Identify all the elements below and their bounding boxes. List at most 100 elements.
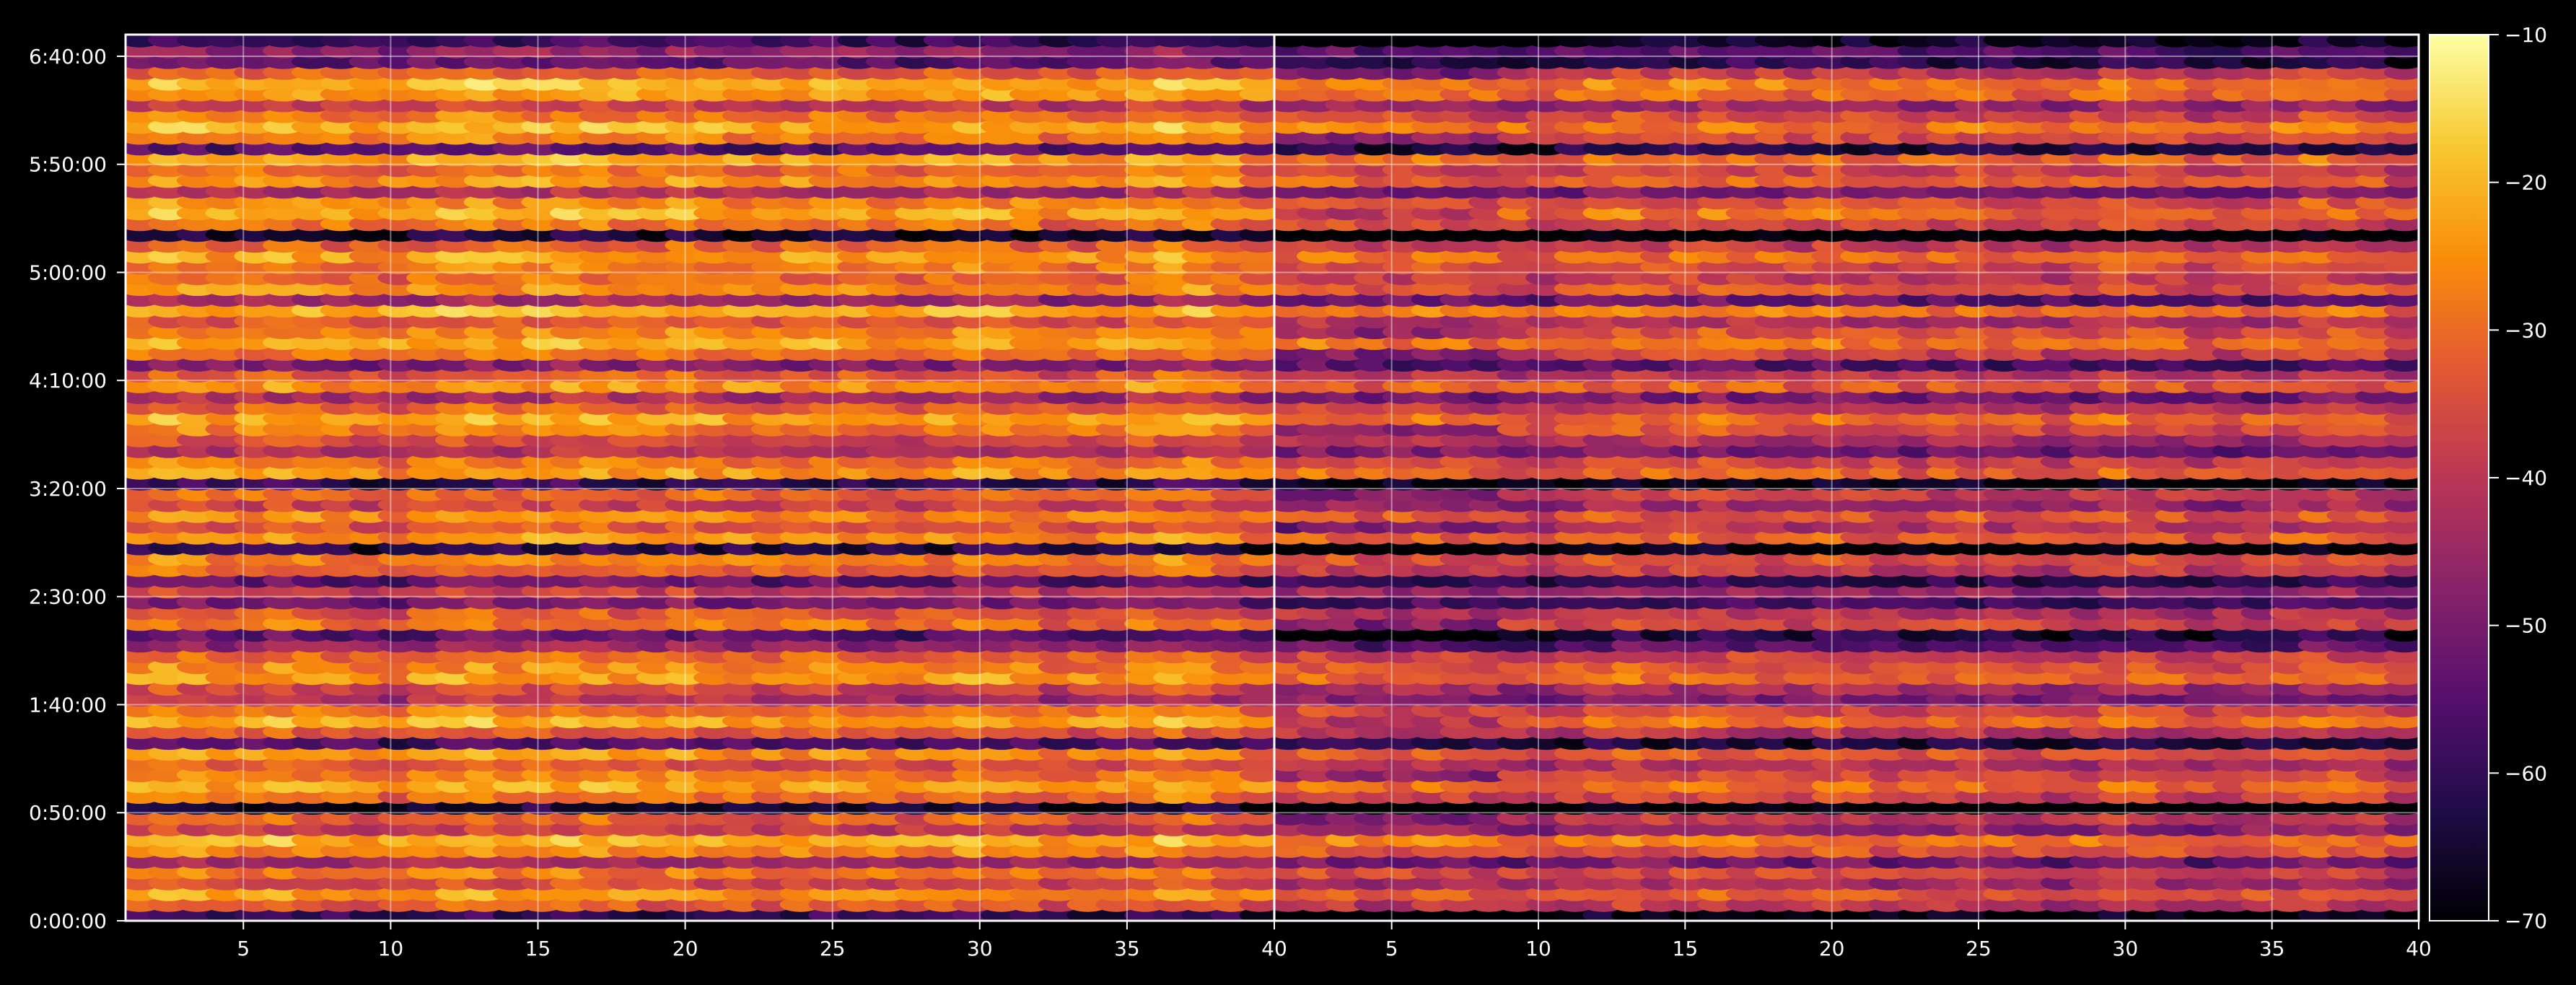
heatmap-cell [1066, 821, 1109, 836]
heatmap-cell [2012, 821, 2054, 836]
heatmap-cell [1811, 745, 1853, 761]
heatmap-cell [1354, 724, 1396, 740]
heatmap-cell [2269, 854, 2311, 869]
heatmap-cell [2098, 573, 2139, 588]
heatmap-cell [1095, 745, 1137, 761]
heatmap-cell [1897, 735, 1939, 750]
heatmap-cell [866, 108, 908, 123]
heatmap-cell [693, 735, 735, 750]
heatmap-cell [665, 810, 706, 826]
heatmap-cell [1153, 810, 1195, 826]
heatmap-cell [377, 108, 419, 123]
heatmap-cell [866, 854, 908, 869]
heatmap-cell [607, 194, 649, 210]
heatmap-cell [665, 648, 706, 664]
heatmap-cell [205, 616, 247, 631]
heatmap-cell [1411, 691, 1453, 707]
heatmap-cell [1497, 821, 1538, 836]
heatmap-cell [952, 800, 994, 815]
heatmap-cell [750, 702, 793, 718]
heatmap-cell [1869, 745, 1910, 761]
heatmap-cell [263, 573, 305, 588]
heatmap-cell [1783, 680, 1824, 696]
heatmap-cell [292, 119, 333, 134]
heatmap-cell [521, 789, 563, 805]
heatmap-cell [1124, 183, 1166, 199]
heatmap-cell [1181, 378, 1224, 393]
heatmap-cell [1926, 875, 1968, 890]
heatmap-cell [463, 756, 506, 772]
heatmap-cell [2326, 745, 2368, 761]
heatmap-cell [866, 767, 908, 783]
heatmap-cell [1239, 659, 1274, 675]
heatmap-cell [2212, 843, 2253, 858]
heatmap-cell [2126, 875, 2168, 890]
heatmap-cell [981, 476, 1022, 491]
heatmap-cell [463, 864, 506, 880]
heatmap-cell [205, 421, 247, 437]
heatmap-cell [1754, 691, 1796, 707]
heatmap-cell [952, 43, 994, 58]
heatmap-cell [521, 465, 563, 480]
heatmap-cell [837, 540, 879, 556]
heatmap-cell [1926, 702, 1968, 718]
heatmap-cell [779, 367, 822, 382]
heatmap-cell [1554, 713, 1595, 729]
heatmap-cell [2212, 637, 2253, 653]
heatmap-cell [550, 97, 592, 113]
heatmap-cell [2297, 756, 2339, 772]
heatmap-cell [263, 843, 305, 858]
heatmap-cell [1297, 648, 1338, 664]
heatmap-cell [320, 486, 362, 502]
heatmap-cell [2383, 616, 2419, 631]
heatmap-cell [2012, 691, 2054, 707]
heatmap-cell [176, 875, 219, 890]
heatmap-cell [722, 584, 764, 599]
heatmap-cell [866, 540, 908, 556]
heatmap-cell [1181, 216, 1224, 232]
heatmap-cell [205, 87, 247, 102]
heatmap-cell [1926, 789, 1968, 805]
heatmap-cell [665, 605, 706, 621]
heatmap-cell [349, 313, 390, 329]
heatmap-cell [148, 745, 190, 761]
heatmap-cell [923, 335, 965, 350]
heatmap-cell [750, 735, 793, 750]
heatmap-cell [665, 259, 706, 275]
heatmap-cell [435, 497, 477, 512]
heatmap-cell [263, 691, 305, 707]
heatmap-cell [837, 152, 879, 167]
heatmap-cell [1411, 605, 1453, 621]
heatmap-cell [2383, 778, 2419, 793]
heatmap-cell [1983, 821, 2025, 836]
heatmap-cell [349, 476, 390, 491]
heatmap-cell [263, 756, 305, 772]
heatmap-cell [263, 119, 305, 134]
heatmap-cell [1153, 519, 1195, 534]
heatmap-cell [1554, 875, 1595, 890]
heatmap-cell [1754, 745, 1796, 761]
heatmap-cell [579, 313, 621, 329]
heatmap-cell [320, 789, 362, 805]
heatmap-cell [1153, 843, 1195, 858]
heatmap-cell [1783, 605, 1824, 621]
heatmap-cell [808, 519, 850, 534]
heatmap-cell [607, 497, 649, 512]
heatmap-cell [1840, 745, 1882, 761]
heatmap-cell [579, 173, 621, 188]
heatmap-cell [1038, 486, 1080, 502]
heatmap-cell [2212, 573, 2253, 588]
heatmap-cell [463, 281, 506, 297]
heatmap-cell [607, 389, 649, 404]
heatmap-cell [2297, 832, 2339, 847]
heatmap-cell [2012, 724, 2054, 740]
heatmap-cell [1066, 119, 1109, 134]
heatmap-cell [521, 400, 563, 415]
heatmap-cell [1554, 595, 1595, 610]
heatmap-cell [779, 194, 822, 210]
heatmap-cell [148, 378, 190, 393]
heatmap-cell [406, 626, 448, 642]
heatmap-cell [263, 411, 305, 426]
heatmap-cell [1181, 108, 1224, 123]
heatmap-cell [2069, 616, 2111, 631]
